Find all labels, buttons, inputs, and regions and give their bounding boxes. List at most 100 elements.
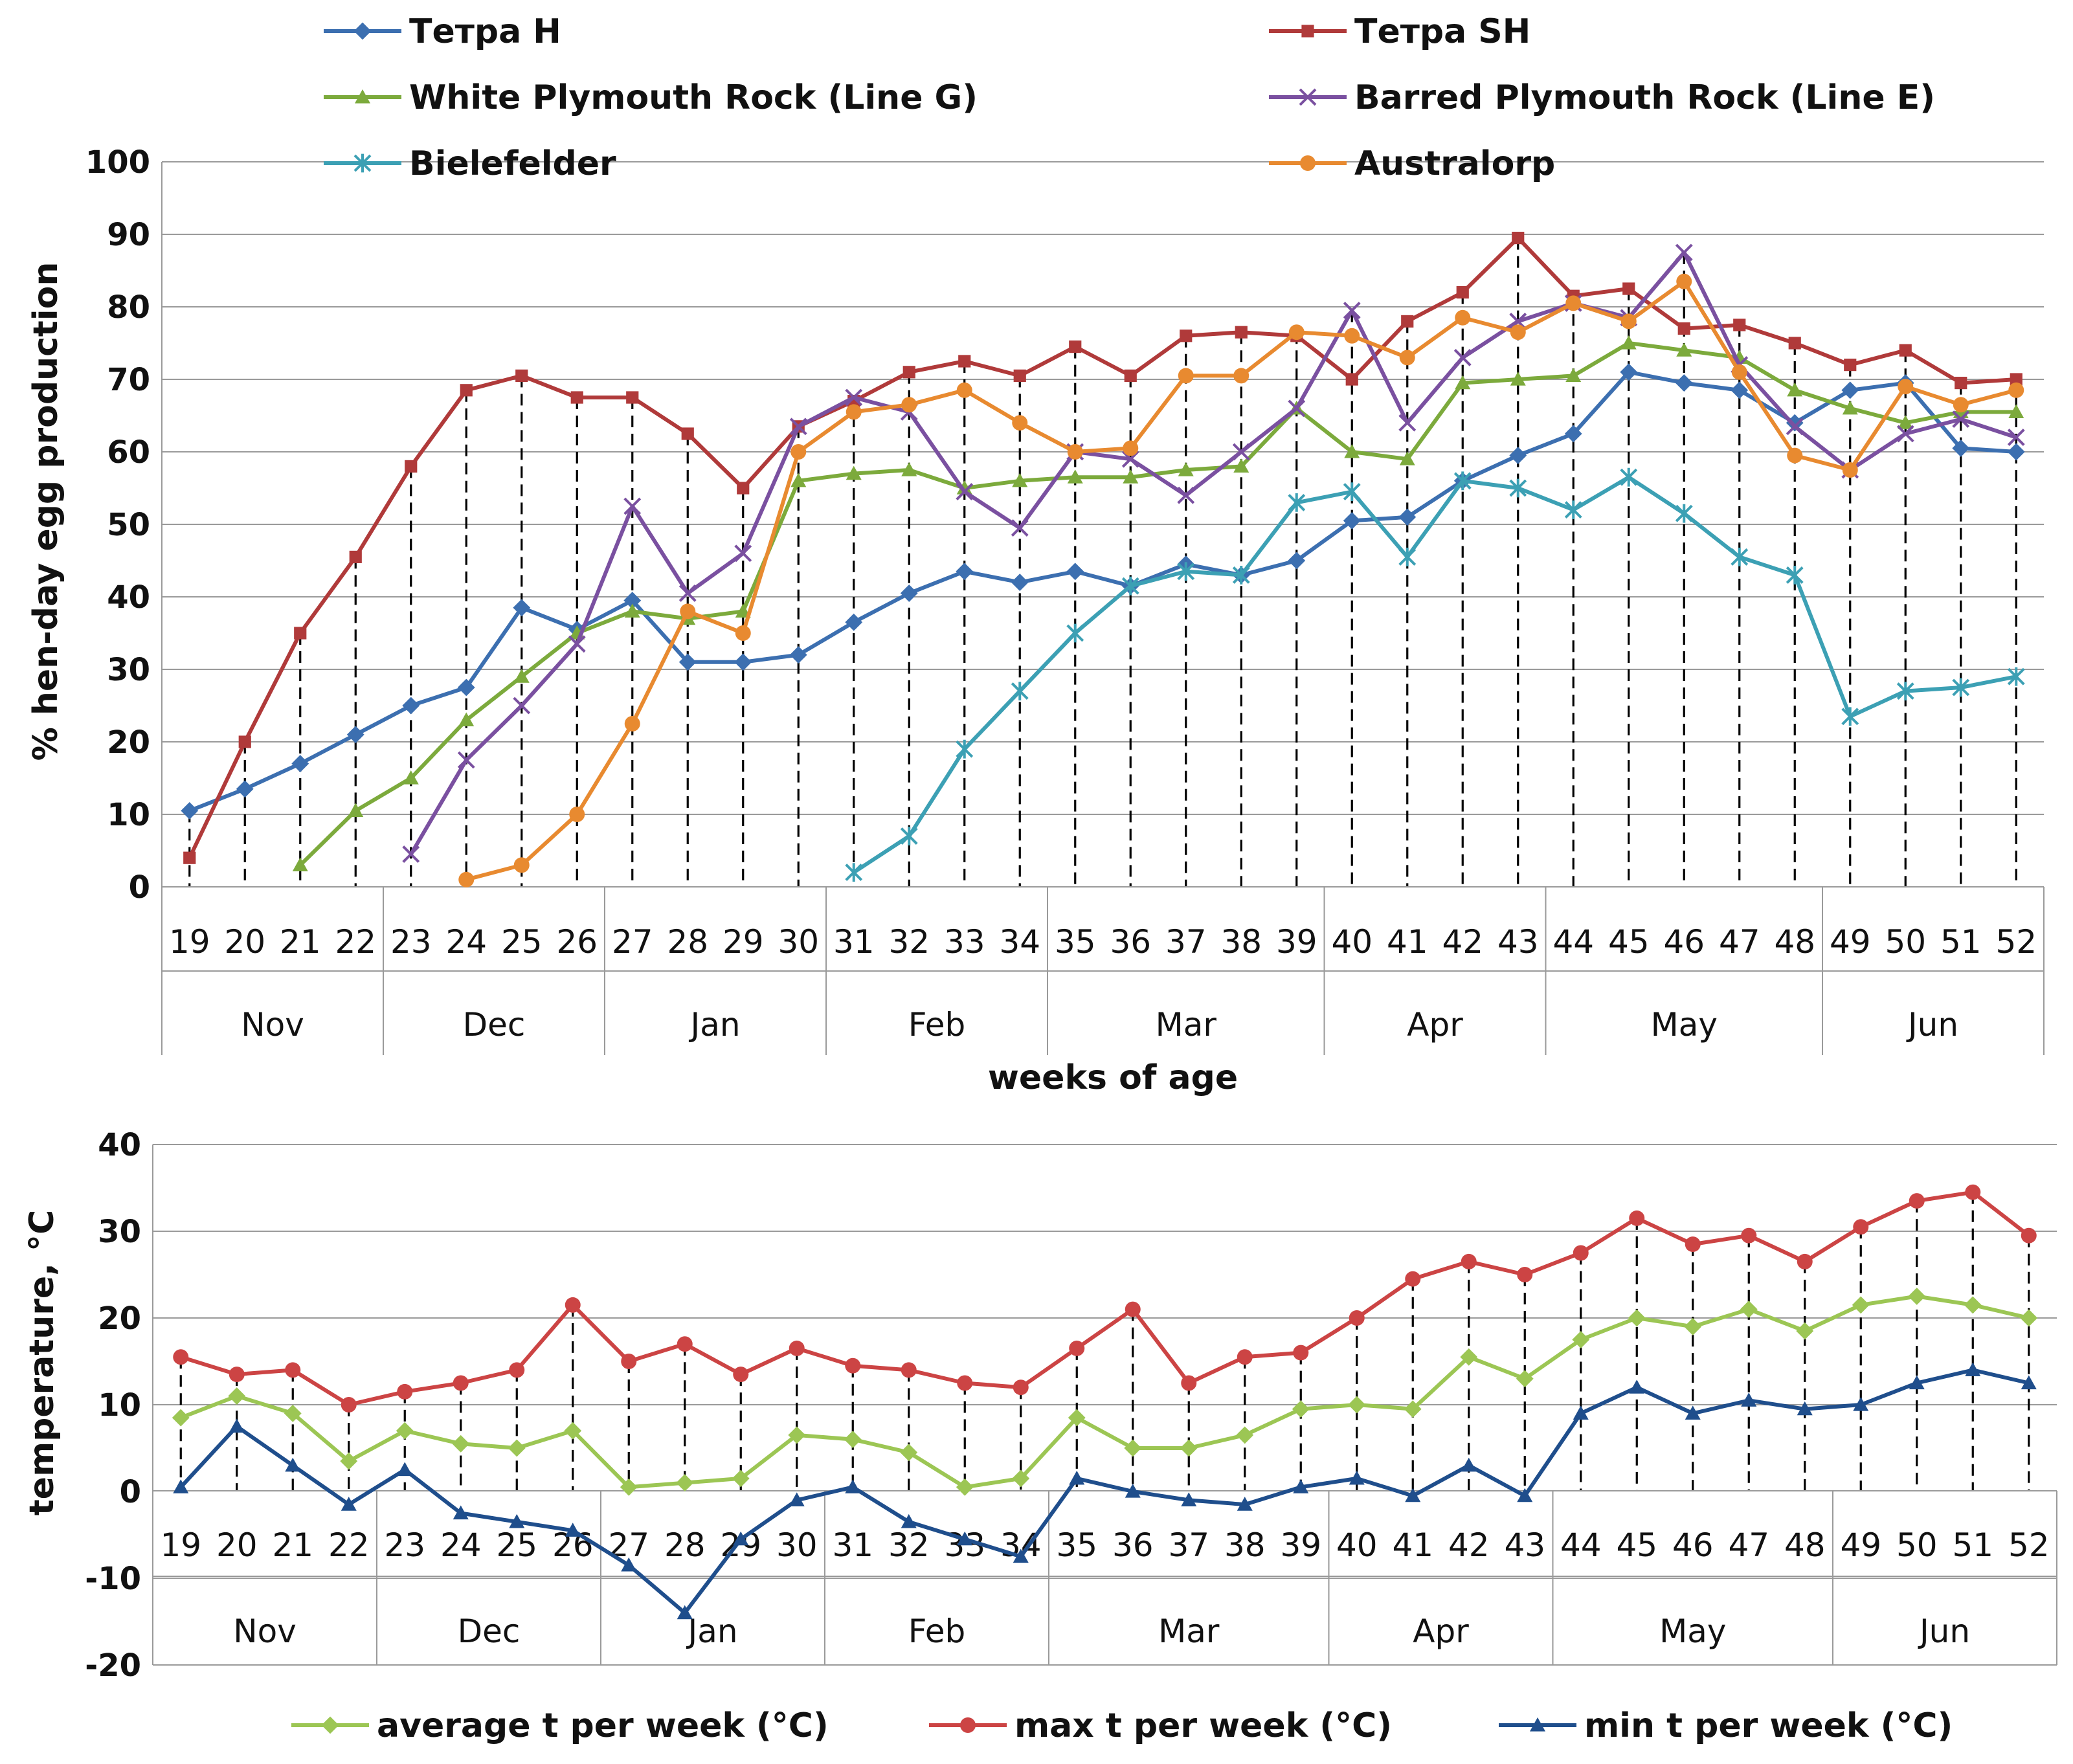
top-data-point	[348, 803, 364, 817]
egg-production-chart: 0 10 20 30 40 50 60 70 80 90 100 19 20 21 22 23 24 25 26 2…	[27, 12, 2045, 1097]
bot-legend-label: average t per week (°C)	[377, 1706, 829, 1745]
bot-series-line	[180, 1294, 2030, 1490]
bot-data-point	[1293, 1479, 1309, 1493]
top-data-point	[681, 427, 694, 440]
top-data-point	[1733, 318, 1746, 331]
bot-week-label: 41	[1392, 1526, 1433, 1564]
top-data-point	[1233, 458, 1249, 473]
top-data-point	[1512, 232, 1525, 245]
top-data-point	[457, 678, 475, 697]
bot-data-point	[1965, 1362, 1981, 1376]
top-data-point	[1288, 324, 1305, 341]
top-data-point	[1012, 415, 1028, 431]
bot-series-average-t-per-week-c	[172, 1288, 2038, 1496]
top-data-point	[735, 625, 751, 641]
bot-week-label: 44	[1560, 1526, 1602, 1564]
top-data-point	[1509, 478, 1527, 498]
top-y-tick-label: 100	[85, 144, 150, 181]
bot-week-label: 42	[1448, 1526, 1490, 1564]
top-data-point	[569, 807, 585, 822]
top-data-point	[1675, 243, 1693, 262]
top-data-point	[1620, 313, 1637, 329]
top-month-label: Nov	[241, 1006, 304, 1044]
top-data-point	[956, 480, 972, 495]
bot-data-point	[397, 1462, 413, 1477]
top-data-point	[1896, 682, 1914, 700]
top-data-point	[1123, 440, 1139, 456]
top-data-point	[1011, 519, 1029, 537]
bot-data-point	[1964, 1296, 1982, 1314]
top-data-point	[1896, 425, 1914, 443]
bot-data-point	[620, 1478, 638, 1496]
top-data-point	[1178, 462, 1194, 476]
egg-production-drop-lines	[188, 238, 2017, 887]
bot-data-point	[340, 1452, 358, 1470]
top-data-point	[1288, 399, 1306, 418]
bot-week-label: 45	[1616, 1526, 1657, 1564]
top-data-point	[1343, 511, 1361, 530]
bot-data-point	[621, 1557, 637, 1572]
top-data-point	[1565, 368, 1582, 382]
top-data-point	[678, 653, 697, 671]
bot-week-label: 43	[1504, 1526, 1545, 1564]
bot-data-point	[509, 1362, 525, 1378]
top-data-point	[1232, 443, 1250, 461]
bot-data-point	[900, 1444, 918, 1462]
top-data-point	[1842, 400, 1858, 415]
bot-data-point	[956, 1478, 974, 1496]
top-legend-marker	[353, 22, 372, 40]
bot-data-point	[789, 1340, 805, 1356]
top-data-point	[1343, 302, 1361, 320]
bot-data-point	[1349, 1470, 1365, 1485]
top-data-point	[1067, 469, 1083, 484]
top-data-point	[1123, 469, 1139, 484]
top-legend-label: White Plymouth Rock (Line G)	[409, 78, 978, 117]
bot-data-point	[1292, 1400, 1310, 1418]
top-legend-label: Bielefelder	[409, 144, 616, 183]
top-data-point	[1066, 623, 1084, 643]
egg-production-y-ticks: 0 10 20 30 40 50 60 70 80 90 100	[85, 144, 150, 906]
bot-data-point	[845, 1357, 861, 1374]
top-data-point	[1677, 322, 1690, 335]
top-data-point	[181, 801, 199, 820]
top-data-point	[1345, 373, 1358, 386]
top-data-point	[624, 716, 640, 731]
bot-data-point	[508, 1439, 526, 1457]
top-data-point	[900, 584, 918, 602]
top-week-label: 34	[999, 923, 1040, 961]
bot-week-label: 35	[1056, 1526, 1097, 1564]
top-week-label: 41	[1387, 923, 1428, 961]
bot-data-point	[733, 1367, 749, 1383]
top-week-label: 40	[1331, 923, 1373, 961]
top-data-point	[513, 697, 531, 715]
top-data-point	[1233, 368, 1249, 384]
bot-y-tick-label: -20	[85, 1647, 141, 1684]
bot-week-label: 46	[1672, 1526, 1714, 1564]
temperature-series	[172, 1184, 2038, 1620]
top-data-point	[1180, 329, 1193, 342]
bot-legend-label: min t per week (°C)	[1584, 1706, 1953, 1745]
bot-data-point	[1404, 1400, 1422, 1418]
top-series-line	[298, 341, 2017, 867]
top-y-tick-label: 40	[107, 579, 150, 616]
top-week-label: 52	[1995, 923, 2037, 961]
top-data-point	[1786, 566, 1804, 585]
top-data-point	[1121, 576, 1139, 596]
top-data-point	[734, 653, 752, 671]
top-data-point	[292, 857, 308, 871]
bot-data-point	[1629, 1210, 1645, 1226]
top-month-label: Apr	[1407, 1006, 1463, 1044]
bot-data-point	[1068, 1409, 1086, 1427]
bot-y-tick-label: 40	[98, 1127, 141, 1163]
bot-y-tick-label: 30	[98, 1214, 141, 1250]
bot-data-point	[789, 1492, 805, 1506]
bot-series-min-t-per-week-c	[173, 1362, 2037, 1620]
bot-month-label: Jan	[686, 1613, 737, 1650]
top-data-point	[1787, 382, 1803, 397]
bot-data-point	[396, 1422, 414, 1440]
top-data-point	[1510, 324, 1526, 341]
top-week-label: 28	[667, 923, 708, 961]
bot-y-tick-label: 0	[120, 1474, 141, 1510]
top-week-label: 49	[1830, 923, 1871, 961]
